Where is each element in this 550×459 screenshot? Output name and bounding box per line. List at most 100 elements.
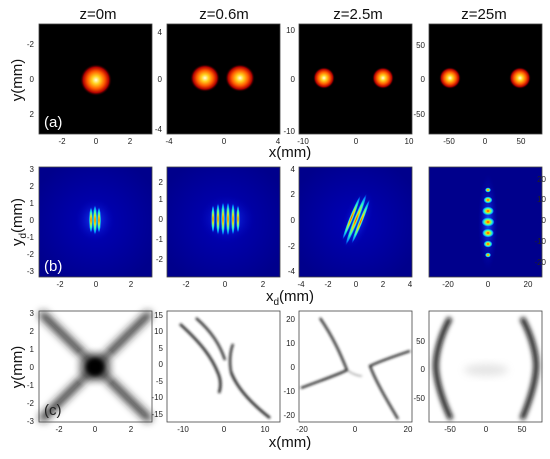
svg-text:2: 2 <box>129 280 134 289</box>
fringes-b4 <box>481 187 495 258</box>
svg-text:0: 0 <box>484 425 489 434</box>
curves-c2 <box>179 317 271 419</box>
svg-text:-10: -10 <box>283 127 295 136</box>
svg-text:2: 2 <box>381 280 386 289</box>
svg-text:20: 20 <box>404 425 413 434</box>
svg-text:-2: -2 <box>58 137 66 146</box>
beam-spot-a1 <box>80 64 112 96</box>
svg-text:0: 0 <box>222 425 227 434</box>
svg-text:10: 10 <box>286 339 295 348</box>
svg-text:4: 4 <box>408 280 413 289</box>
svg-text:0: 0 <box>94 280 99 289</box>
svg-text:50: 50 <box>416 337 425 346</box>
svg-text:4: 4 <box>291 165 296 174</box>
svg-text:0: 0 <box>291 363 296 372</box>
xlabel-row-c: x(mm) <box>269 434 311 451</box>
xlabel-row-a: x(mm) <box>269 144 311 161</box>
row-a <box>39 24 542 134</box>
svg-text:1: 1 <box>30 199 35 208</box>
svg-text:0: 0 <box>30 216 35 225</box>
svg-text:-20: -20 <box>296 425 308 434</box>
column-title-1: z=0m <box>79 6 116 23</box>
svg-text:2: 2 <box>30 110 35 119</box>
svg-text:-5: -5 <box>156 377 164 386</box>
svg-text:-50: -50 <box>443 137 455 146</box>
panel-label-c: (c) <box>44 402 62 419</box>
svg-text:10: 10 <box>154 327 163 336</box>
svg-text:50: 50 <box>517 137 526 146</box>
svg-text:10: 10 <box>286 26 295 35</box>
svg-text:0: 0 <box>421 75 426 84</box>
svg-text:0: 0 <box>94 137 99 146</box>
panel-frames <box>38 23 543 423</box>
svg-text:-2: -2 <box>56 280 64 289</box>
svg-text:2: 2 <box>30 327 35 336</box>
svg-text:-10: -10 <box>297 137 309 146</box>
svg-text:15: 15 <box>154 311 163 320</box>
svg-text:0: 0 <box>158 75 163 84</box>
svg-text:3: 3 <box>30 309 35 318</box>
row-c <box>38 310 542 423</box>
curves-c3 <box>300 317 411 420</box>
svg-text:20: 20 <box>524 280 533 289</box>
svg-text:-2: -2 <box>182 280 190 289</box>
svg-text:-2: -2 <box>324 280 332 289</box>
ylabel-row-b: yd(mm) <box>9 198 29 246</box>
panel-c3 <box>299 311 412 422</box>
beam-spot-a3-left <box>313 67 335 89</box>
panel-label-a: (a) <box>44 114 62 131</box>
svg-text:-10: -10 <box>534 237 546 246</box>
beam-spot-a3-right <box>372 67 394 89</box>
svg-text:-1: -1 <box>156 235 164 244</box>
svg-text:0: 0 <box>354 137 359 146</box>
svg-text:0: 0 <box>222 137 227 146</box>
svg-text:0: 0 <box>483 137 488 146</box>
svg-text:20: 20 <box>537 175 546 184</box>
svg-text:3: 3 <box>30 165 35 174</box>
svg-text:-1: -1 <box>27 381 35 390</box>
svg-text:4: 4 <box>276 137 281 146</box>
svg-text:0: 0 <box>421 365 426 374</box>
svg-text:0: 0 <box>291 75 296 84</box>
ticks-row-c: 3 2 1 0 -1 -2 -3 -2 0 2 15 10 5 0 -5 -10… <box>27 309 527 434</box>
svg-text:-2: -2 <box>27 250 35 259</box>
svg-text:-50: -50 <box>413 110 425 119</box>
panel-label-b: (b) <box>44 258 62 275</box>
svg-text:-2: -2 <box>27 40 35 49</box>
svg-text:50: 50 <box>416 41 425 50</box>
ylabel-row-a: y(mm) <box>9 59 26 101</box>
ylabel-row-c: y(mm) <box>9 346 26 388</box>
fringes-b1 <box>89 205 101 235</box>
svg-text:50: 50 <box>518 425 527 434</box>
svg-text:-4: -4 <box>165 137 173 146</box>
svg-text:0: 0 <box>30 75 35 84</box>
svg-text:0: 0 <box>354 280 359 289</box>
panel-a2 <box>167 24 280 134</box>
beam-spot-a2-right <box>225 64 255 92</box>
fringes-b3 <box>342 193 370 246</box>
column-title-4: z=25m <box>461 6 506 23</box>
svg-text:4: 4 <box>158 28 163 37</box>
svg-text:1: 1 <box>30 345 35 354</box>
svg-text:0: 0 <box>159 215 164 224</box>
xlabel-row-b: xd(mm) <box>266 288 314 308</box>
svg-text:10: 10 <box>405 137 414 146</box>
svg-text:2: 2 <box>129 425 134 434</box>
svg-text:-2: -2 <box>55 425 63 434</box>
svg-text:0: 0 <box>159 360 164 369</box>
ticks-row-b: 3 2 1 0 -1 -2 -3 -2 0 2 2 1 0 -1 -2 -2 0… <box>27 165 547 289</box>
svg-text:-2: -2 <box>156 255 164 264</box>
svg-text:-10: -10 <box>151 393 163 402</box>
svg-text:20: 20 <box>286 315 295 324</box>
svg-text:-20: -20 <box>283 411 295 420</box>
svg-text:-20: -20 <box>442 280 454 289</box>
svg-text:0: 0 <box>291 216 296 225</box>
svg-text:-50: -50 <box>413 394 425 403</box>
svg-text:0: 0 <box>223 280 228 289</box>
row-b <box>39 167 542 277</box>
svg-text:10: 10 <box>537 195 546 204</box>
svg-text:-4: -4 <box>155 125 163 134</box>
svg-text:-4: -4 <box>297 280 305 289</box>
svg-text:-3: -3 <box>27 417 35 426</box>
